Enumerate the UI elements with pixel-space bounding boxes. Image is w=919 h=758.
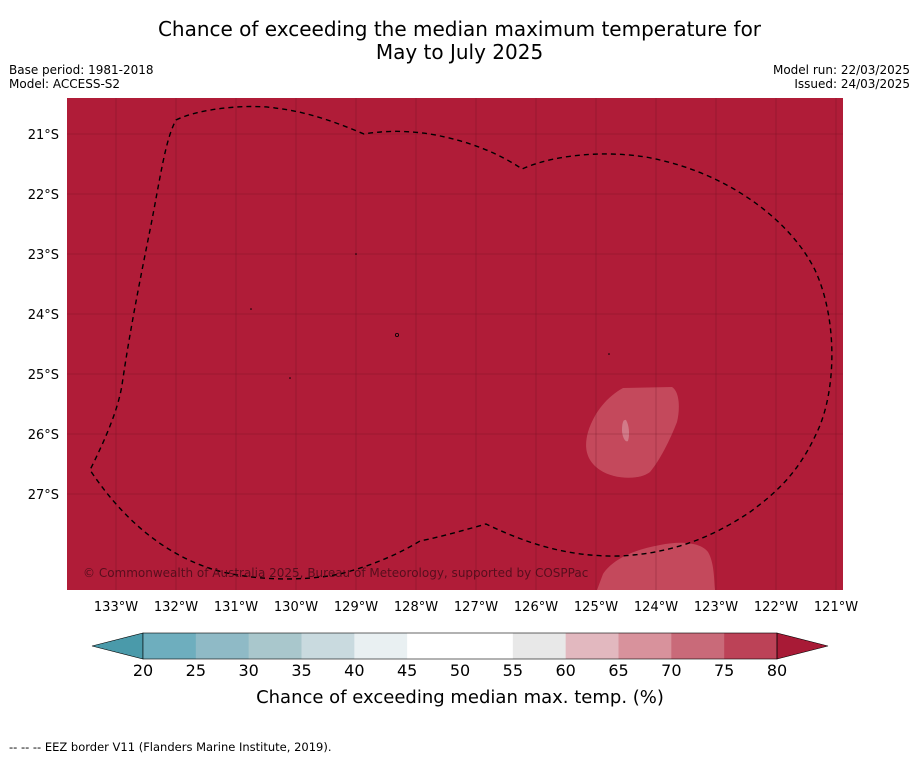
title-line-1: Chance of exceeding the median maximum t… [157, 17, 762, 41]
anomaly-patch-central-inner [622, 419, 630, 442]
graticule [67, 98, 843, 590]
eez-border [89, 105, 833, 580]
colorbar-tick-label: 55 [503, 661, 523, 680]
lat-label-22s: 22°S [28, 188, 59, 203]
lon-label-133w: 133°W [94, 600, 138, 615]
map-background [67, 98, 843, 590]
colorbar-segment [618, 633, 672, 659]
colorbar-frame [142, 632, 778, 660]
colorbar-tick-label: 60 [555, 661, 575, 680]
lon-label-130w: 130°W [274, 600, 318, 615]
colorbar-segments [143, 633, 778, 659]
colorbar-tick-label: 75 [714, 661, 734, 680]
lon-label-125w: 125°W [574, 600, 618, 615]
colorbar-tick-label: 20 [133, 661, 153, 680]
lon-label-126w: 126°W [514, 600, 558, 615]
colorbar-tick-label: 25 [186, 661, 206, 680]
colorbar-segment [460, 633, 514, 659]
meta-left: Base period: 1981-2018 Model: ACCESS-S2 [9, 63, 154, 91]
colorbar-segment [724, 633, 778, 659]
eez-legend-note: -- -- -- EEZ border V11 (Flanders Marine… [9, 740, 332, 754]
colorbar-ticks: 20 25 30 35 40 45 50 55 60 65 70 75 80 [133, 661, 787, 680]
colorbar-segment [407, 633, 461, 659]
meta-right: Model run: 22/03/2025 Issued: 24/03/2025 [773, 63, 910, 91]
colorbar-segment [671, 633, 725, 659]
lon-label-121w: 121°W [814, 600, 858, 615]
colorbar: 20 25 30 35 40 45 50 55 60 65 70 75 80 Chance of exc… [91, 632, 829, 708]
lat-label-26s: 26°S [28, 428, 59, 443]
lat-label-24s: 24°S [28, 308, 59, 323]
colorbar-label: Chance of exceeding median max. temp. (%… [256, 687, 664, 708]
colorbar-tick-label: 45 [397, 661, 417, 680]
colorbar-tick-label: 65 [608, 661, 628, 680]
colorbar-segment [143, 633, 197, 659]
lat-label-21s: 21°S [28, 128, 59, 143]
colorbar-under-arrow [91, 632, 144, 660]
colorbar-tick-label: 30 [238, 661, 258, 680]
colorbar-tick-label: 40 [344, 661, 364, 680]
colorbar-segment [512, 633, 566, 659]
lon-label-122w: 122°W [754, 600, 798, 615]
colorbar-over-arrow [776, 632, 829, 660]
issued-date: Issued: 24/03/2025 [794, 77, 910, 91]
colorbar-tick-label: 70 [661, 661, 681, 680]
chart-title: Chance of exceeding the median maximum t… [0, 18, 919, 64]
colorbar-segment [248, 633, 302, 659]
anomaly-patch-south [597, 542, 715, 590]
copyright-note: © Commonwealth of Australia 2025, Bureau… [83, 566, 588, 580]
lon-label-129w: 129°W [334, 600, 378, 615]
base-period: Base period: 1981-2018 [9, 63, 154, 77]
colorbar-tick-label: 50 [450, 661, 470, 680]
lon-label-132w: 132°W [154, 600, 198, 615]
colorbar-segment [301, 633, 355, 659]
colorbar-segment [354, 633, 408, 659]
colorbar-tick-label: 35 [291, 661, 311, 680]
colorbar-tick-label: 80 [767, 661, 787, 680]
lat-label-27s: 27°S [28, 488, 59, 503]
island-markers [250, 253, 610, 379]
colorbar-segment [565, 633, 619, 659]
lat-label-23s: 23°S [28, 248, 59, 263]
colorbar-segment [195, 633, 249, 659]
model-name: Model: ACCESS-S2 [9, 77, 121, 91]
lon-label-131w: 131°W [214, 600, 258, 615]
anomaly-patch-central [586, 387, 679, 478]
lon-label-124w: 124°W [634, 600, 678, 615]
lon-label-127w: 127°W [454, 600, 498, 615]
lat-label-25s: 25°S [28, 368, 59, 383]
lon-label-123w: 123°W [694, 600, 738, 615]
model-run: Model run: 22/03/2025 [772, 63, 910, 77]
title-line-2: May to July 2025 [375, 40, 544, 64]
lon-label-128w: 128°W [394, 600, 438, 615]
